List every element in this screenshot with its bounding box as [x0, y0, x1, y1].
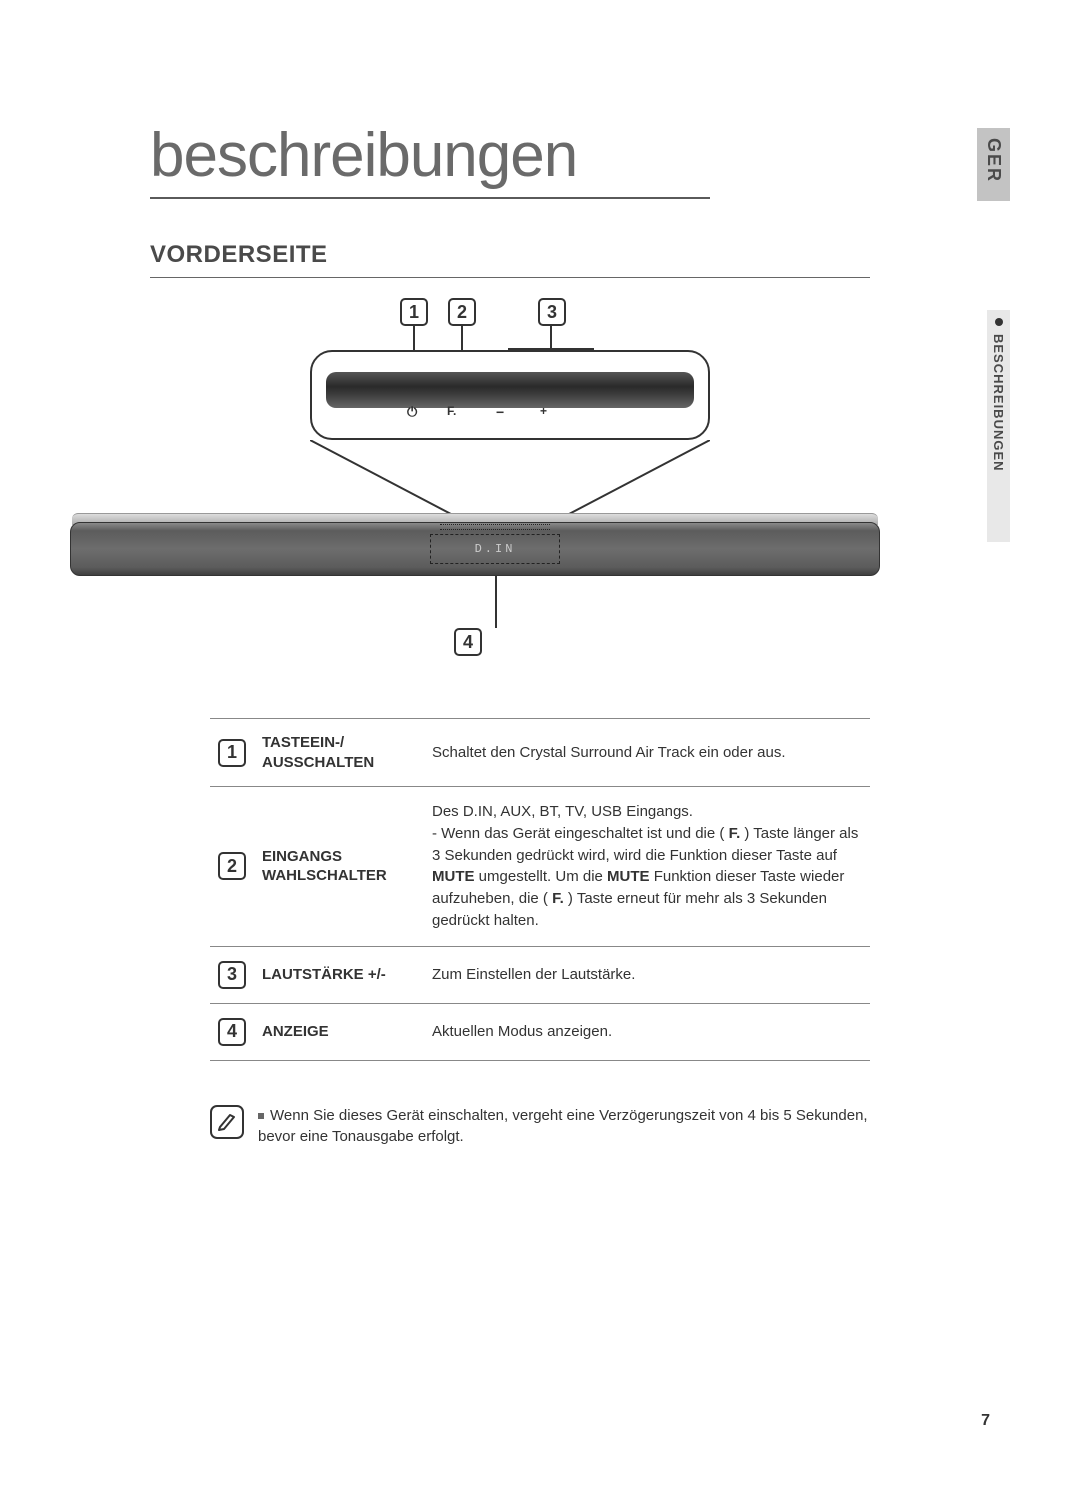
bullet-icon: [995, 318, 1003, 326]
table-row: 4 ANZEIGEAktuellen Modus anzeigen.: [210, 1003, 870, 1060]
row-label: ANZEIGE: [254, 1003, 424, 1060]
row-number-box: 1: [218, 739, 246, 767]
section-tab: BESCHREIBUNGEN: [987, 310, 1010, 542]
callout-3: 3: [538, 298, 566, 326]
note-text: Wenn Sie dieses Gerät einschalten, verge…: [258, 1105, 870, 1149]
note-icon: [210, 1105, 244, 1139]
page-title: beschreibungen: [150, 120, 710, 199]
table-row: 2 EINGANGSWAHLSCHALTERDes D.IN, AUX, BT, …: [210, 787, 870, 947]
row-description: Schaltet den Crystal Surround Air Track …: [424, 719, 870, 787]
leader-line: [495, 576, 497, 628]
power-icon: ⏻: [407, 404, 417, 420]
note-block: Wenn Sie dieses Gerät einschalten, verge…: [210, 1105, 870, 1149]
minus-label: −: [496, 404, 504, 420]
row-number-box: 3: [218, 961, 246, 989]
table-row: 3 LAUTSTÄRKE +/-Zum Einstellen der Lautst…: [210, 946, 870, 1003]
page-number: 7: [981, 1412, 990, 1430]
control-strip: [326, 372, 694, 408]
front-panel-diagram: 1 2 3 ⏻ F. − + D.IN 4: [110, 298, 880, 658]
language-tab: GER: [977, 128, 1010, 201]
display-window: D.IN: [430, 534, 560, 564]
function-label: F.: [447, 404, 456, 418]
plus-label: +: [540, 404, 547, 418]
row-number-box: 4: [218, 1018, 246, 1046]
controls-table: 1 TASTEEIN-/AUSSCHALTENSchaltet den Cryst…: [210, 718, 870, 1061]
callout-2: 2: [448, 298, 476, 326]
row-label: EINGANGSWAHLSCHALTER: [254, 787, 424, 947]
table-row: 1 TASTEEIN-/AUSSCHALTENSchaltet den Cryst…: [210, 719, 870, 787]
section-heading: VORDERSEITE: [150, 241, 870, 278]
bullet-icon: [258, 1113, 264, 1119]
callout-4: 4: [454, 628, 482, 656]
row-description: Zum Einstellen der Lautstärke.: [424, 946, 870, 1003]
leader-line: [550, 326, 552, 350]
row-number-box: 2: [218, 852, 246, 880]
row-description: Aktuellen Modus anzeigen.: [424, 1003, 870, 1060]
control-panel-zoom: ⏻ F. − +: [310, 350, 710, 440]
row-label: TASTEEIN-/AUSSCHALTEN: [254, 719, 424, 787]
display-slit: [440, 524, 550, 530]
section-tab-label: BESCHREIBUNGEN: [991, 334, 1006, 472]
callout-1: 1: [400, 298, 428, 326]
row-label: LAUTSTÄRKE +/-: [254, 946, 424, 1003]
row-description: Des D.IN, AUX, BT, TV, USB Eingangs.- We…: [424, 787, 870, 947]
